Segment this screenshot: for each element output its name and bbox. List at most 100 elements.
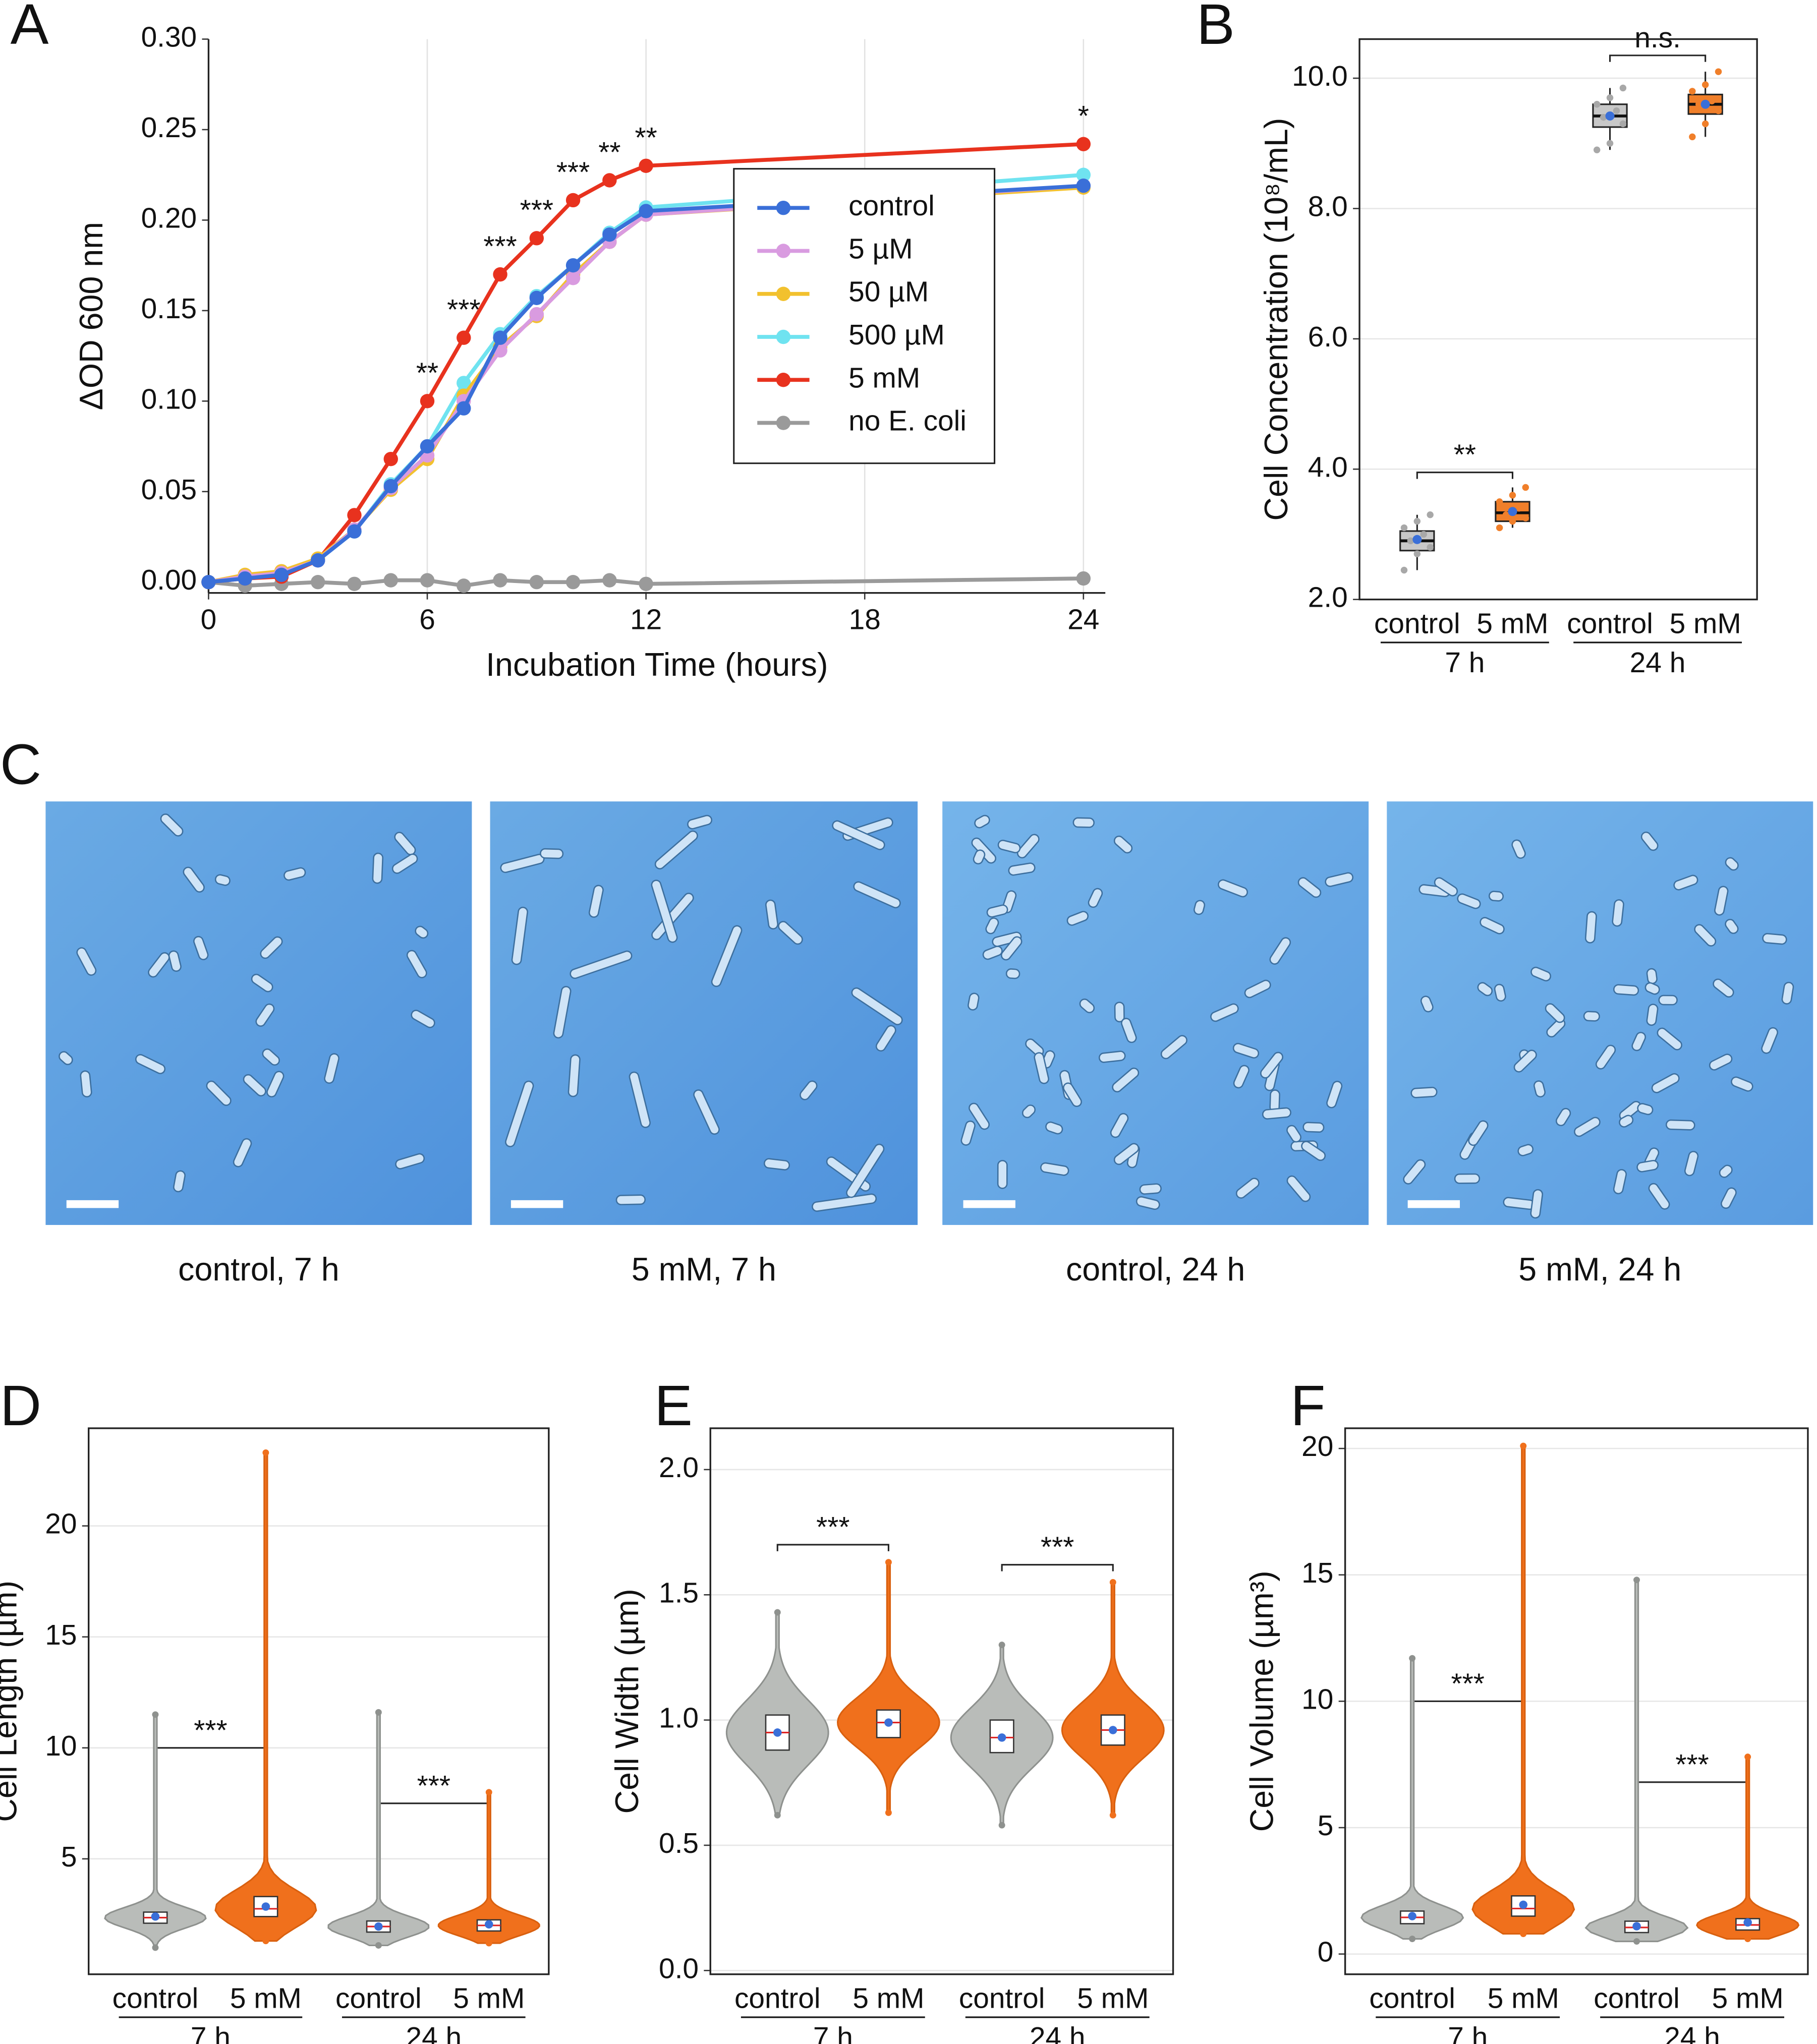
cell bbox=[1719, 1164, 1733, 1178]
data-point bbox=[238, 571, 252, 586]
cell bbox=[1297, 877, 1322, 898]
significance-label: *** bbox=[556, 156, 590, 188]
x-tick-label: control bbox=[335, 1982, 422, 2014]
legend-label: no E. coli bbox=[848, 405, 967, 437]
data-point bbox=[201, 574, 216, 590]
cell bbox=[1517, 1144, 1534, 1156]
data-point bbox=[311, 574, 325, 590]
cell bbox=[1218, 879, 1248, 898]
cell bbox=[76, 947, 97, 976]
cell bbox=[1110, 1113, 1129, 1138]
cell bbox=[1457, 893, 1481, 909]
cell bbox=[654, 830, 698, 869]
cell bbox=[1210, 1003, 1239, 1022]
micrograph-background bbox=[942, 801, 1369, 1225]
cell bbox=[255, 1003, 275, 1027]
micrograph bbox=[942, 801, 1369, 1225]
data-point bbox=[1509, 492, 1516, 499]
cell bbox=[168, 950, 182, 972]
cell bbox=[778, 921, 803, 945]
cell bbox=[1113, 1143, 1140, 1165]
data-point bbox=[1413, 517, 1421, 525]
cell bbox=[973, 849, 986, 865]
y-axis-title: Cell Length (µm) bbox=[0, 1581, 24, 1822]
significance-label: *** bbox=[447, 294, 480, 326]
cell bbox=[1637, 1103, 1654, 1116]
cell bbox=[1646, 968, 1658, 984]
data-point bbox=[1076, 167, 1091, 182]
y-tick-label: 20 bbox=[45, 1508, 77, 1540]
cell bbox=[846, 1143, 885, 1198]
y-tick-label: 0.05 bbox=[141, 474, 197, 506]
group-label: 7 h bbox=[1445, 647, 1485, 679]
cell bbox=[1480, 917, 1505, 935]
panel-label: A bbox=[11, 0, 49, 56]
cell bbox=[411, 1010, 435, 1028]
significance-label: *** bbox=[816, 1511, 849, 1543]
cell bbox=[570, 950, 633, 979]
significance-label: ** bbox=[635, 122, 657, 154]
cell bbox=[1260, 1052, 1283, 1079]
cell bbox=[1302, 1122, 1325, 1133]
cell bbox=[651, 880, 678, 943]
cell bbox=[800, 1080, 818, 1100]
x-axis-title: Incubation Time (hours) bbox=[486, 647, 828, 683]
cell bbox=[1072, 817, 1095, 828]
data-point bbox=[602, 173, 617, 188]
cell bbox=[1657, 1027, 1682, 1050]
cell bbox=[1658, 995, 1678, 1006]
plot-border bbox=[709, 1427, 1174, 1975]
data-point bbox=[457, 401, 471, 416]
cell bbox=[553, 986, 572, 1039]
data-point bbox=[383, 451, 398, 466]
x-tick-label: 5 mM bbox=[1077, 1982, 1149, 2014]
group-label: 24 h bbox=[1630, 647, 1686, 679]
cell bbox=[629, 1071, 651, 1128]
y-tick-label: 20 bbox=[1301, 1431, 1333, 1463]
data-point bbox=[529, 290, 544, 305]
cell bbox=[1513, 1049, 1537, 1073]
mean bbox=[1743, 1918, 1752, 1927]
image-caption: control, 24 h bbox=[1066, 1251, 1245, 1288]
cell bbox=[1121, 1018, 1137, 1043]
data-point bbox=[1606, 94, 1614, 101]
cell bbox=[1000, 936, 1023, 961]
panel-label: E bbox=[654, 1374, 693, 1438]
cell bbox=[395, 1153, 425, 1170]
significance-label: ** bbox=[1454, 439, 1476, 471]
cell bbox=[1713, 978, 1734, 998]
cell bbox=[982, 946, 1003, 960]
cell bbox=[1139, 1183, 1162, 1195]
data-point bbox=[529, 307, 544, 322]
x-tick-label: control bbox=[1369, 1982, 1455, 2014]
cell bbox=[206, 1080, 232, 1106]
cell bbox=[173, 1170, 186, 1193]
cell bbox=[1005, 968, 1020, 979]
data-point bbox=[493, 573, 507, 588]
max-point bbox=[1520, 1442, 1527, 1449]
y-tick-label: 0.30 bbox=[141, 22, 197, 53]
micrograph bbox=[490, 801, 918, 1225]
group-label: 24 h bbox=[1030, 2022, 1086, 2044]
data-point bbox=[1715, 107, 1722, 114]
cell bbox=[1021, 1104, 1036, 1119]
legend-label: 500 µM bbox=[848, 319, 945, 351]
cell bbox=[1403, 1159, 1426, 1185]
cell bbox=[1714, 886, 1729, 916]
data-point bbox=[457, 376, 471, 390]
data-point bbox=[457, 578, 471, 593]
cell bbox=[160, 813, 184, 837]
mean bbox=[884, 1718, 893, 1727]
data-point bbox=[1076, 571, 1091, 586]
group-label: 24 h bbox=[406, 2022, 462, 2044]
cell bbox=[260, 936, 283, 959]
x-tick-label: 5 mM bbox=[1712, 1982, 1784, 2014]
x-tick-label: 24 bbox=[1067, 604, 1099, 636]
cell bbox=[243, 1074, 266, 1097]
data-point bbox=[1708, 97, 1716, 105]
legend-label: 50 µM bbox=[848, 276, 929, 308]
cell bbox=[1574, 1117, 1601, 1137]
cell bbox=[875, 1025, 896, 1052]
legend-marker bbox=[776, 200, 791, 215]
cell bbox=[233, 1138, 252, 1167]
